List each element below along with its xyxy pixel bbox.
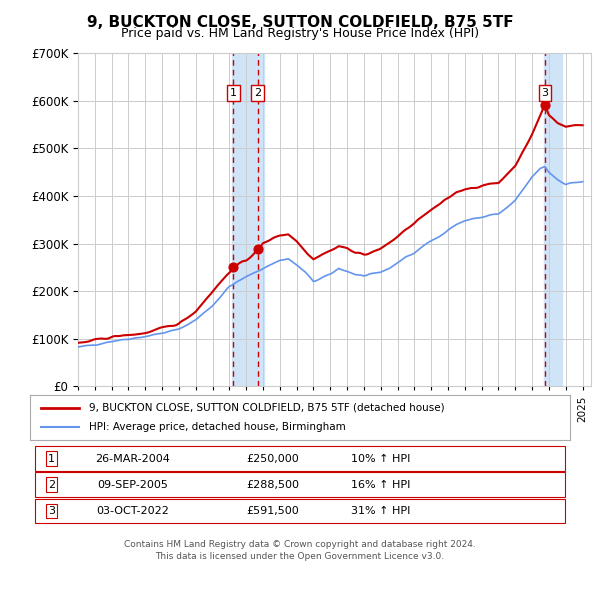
Text: 2: 2 [48, 480, 55, 490]
Text: HPI: Average price, detached house, Birmingham: HPI: Average price, detached house, Birm… [89, 422, 346, 432]
Point [229, 263, 238, 272]
Text: 16% ↑ HPI: 16% ↑ HPI [352, 480, 410, 490]
Text: 03-OCT-2022: 03-OCT-2022 [96, 506, 169, 516]
Bar [544, 53, 562, 386]
FancyBboxPatch shape [35, 499, 565, 523]
Text: £591,500: £591,500 [247, 506, 299, 516]
Text: 1: 1 [230, 88, 237, 98]
Point [540, 100, 550, 110]
Text: 1: 1 [48, 454, 55, 464]
Text: 3: 3 [541, 88, 548, 98]
Text: £288,500: £288,500 [247, 480, 299, 490]
Text: 31% ↑ HPI: 31% ↑ HPI [352, 506, 410, 516]
Text: 9, BUCKTON CLOSE, SUTTON COLDFIELD, B75 5TF (detached house): 9, BUCKTON CLOSE, SUTTON COLDFIELD, B75 … [89, 403, 445, 412]
Text: Price paid vs. HM Land Registry's House Price Index (HPI): Price paid vs. HM Land Registry's House … [121, 27, 479, 40]
Text: 26-MAR-2004: 26-MAR-2004 [95, 454, 170, 464]
FancyBboxPatch shape [35, 473, 565, 497]
Text: 9, BUCKTON CLOSE, SUTTON COLDFIELD, B75 5TF: 9, BUCKTON CLOSE, SUTTON COLDFIELD, B75 … [86, 15, 514, 30]
Text: 2: 2 [254, 88, 262, 98]
Text: £250,000: £250,000 [247, 454, 299, 464]
Point [253, 244, 263, 254]
Text: This data is licensed under the Open Government Licence v3.0.: This data is licensed under the Open Gov… [155, 552, 445, 560]
Bar [232, 53, 265, 386]
Text: 10% ↑ HPI: 10% ↑ HPI [352, 454, 410, 464]
Text: 09-SEP-2005: 09-SEP-2005 [97, 480, 168, 490]
FancyBboxPatch shape [35, 447, 565, 471]
Text: Contains HM Land Registry data © Crown copyright and database right 2024.: Contains HM Land Registry data © Crown c… [124, 540, 476, 549]
Text: 3: 3 [48, 506, 55, 516]
